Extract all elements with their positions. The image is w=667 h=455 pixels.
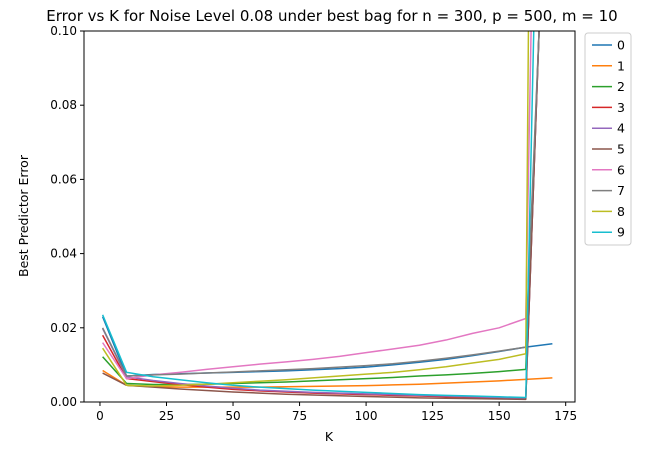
series-lines (101, 31, 553, 401)
y-axis-ticks: 0.00 0.02 0.04 0.06 0.08 0.10 (50, 24, 84, 409)
x-tick-label: 175 (554, 409, 577, 423)
y-tick-label: 0.08 (50, 98, 77, 112)
y-tick-label: 0.06 (50, 172, 77, 186)
x-tick-label: 150 (488, 409, 511, 423)
legend-label-9: 9 (617, 225, 625, 240)
series-line-4 (101, 31, 540, 400)
legend-label-5: 5 (617, 142, 625, 157)
series-line-1 (102, 369, 553, 388)
y-tick-label: 0.00 (50, 395, 77, 409)
x-tick-label: 125 (421, 409, 444, 423)
y-tick-label: 0.10 (50, 24, 77, 38)
chart-title: Error vs K for Noise Level 0.08 under be… (46, 7, 617, 25)
series-line-8 (101, 31, 530, 387)
legend: 0 1 2 3 4 5 6 7 8 9 (584, 32, 632, 246)
legend-label-4: 4 (617, 121, 625, 136)
series-line-3 (101, 31, 540, 400)
legend-label-3: 3 (617, 100, 625, 115)
x-tick-label: 50 (225, 409, 240, 423)
x-tick-label: 100 (355, 409, 378, 423)
series-line-7 (101, 31, 540, 377)
series-line-5 (102, 31, 540, 401)
x-tick-label: 25 (159, 409, 174, 423)
plot-frame (83, 30, 576, 403)
x-axis-label: K (325, 429, 334, 444)
legend-label-7: 7 (617, 183, 625, 198)
x-tick-label: 75 (292, 409, 307, 423)
legend-label-6: 6 (617, 162, 625, 177)
x-tick-label: 0 (96, 409, 104, 423)
legend-label-8: 8 (617, 204, 625, 219)
legend-label-1: 1 (617, 58, 625, 73)
legend-label-2: 2 (617, 79, 625, 94)
y-tick-label: 0.04 (50, 247, 77, 261)
legend-label-0: 0 (617, 38, 625, 53)
x-axis-ticks: 0 25 50 75 100 125 150 175 (96, 402, 577, 423)
series-line-6 (102, 31, 532, 380)
series-line-9 (101, 31, 535, 399)
y-tick-label: 0.02 (50, 321, 77, 335)
y-axis-label: Best Predictor Error (16, 154, 31, 277)
series-line-2 (102, 31, 540, 386)
